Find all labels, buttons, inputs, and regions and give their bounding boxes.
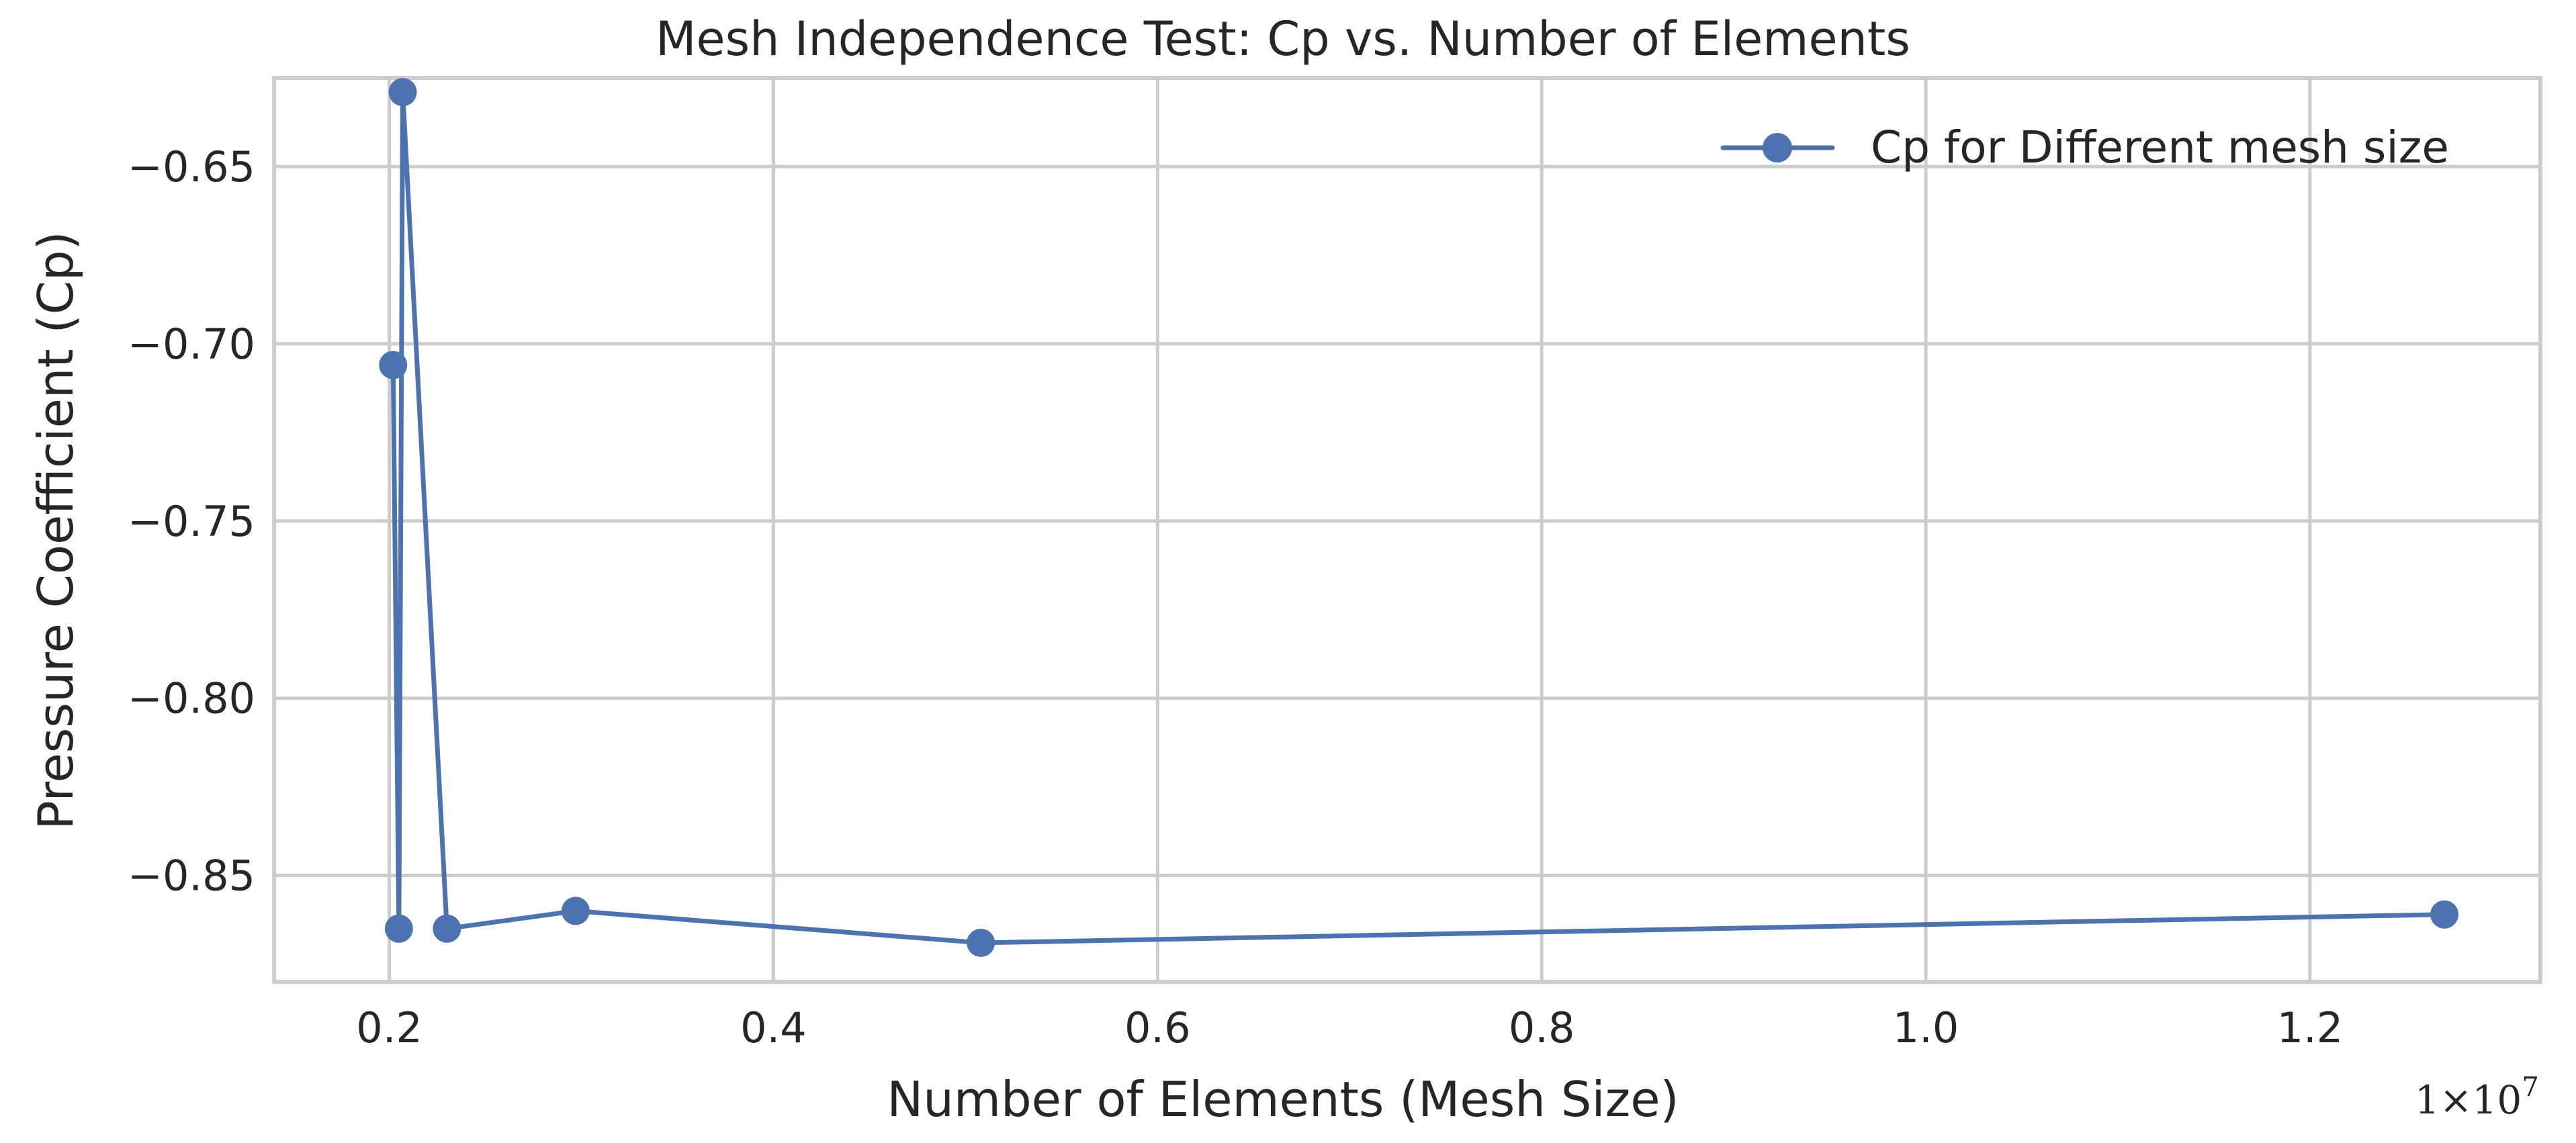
data-point	[967, 928, 995, 957]
x-tick-label: 1.0	[1893, 1003, 1959, 1052]
legend-marker-swatch	[1763, 133, 1792, 163]
chart-title: Mesh Independence Test: Cp vs. Number of…	[656, 11, 1910, 66]
y-tick-label: −0.85	[128, 852, 255, 901]
legend-label: Cp for Different mesh size	[1871, 122, 2449, 173]
x-tick-label: 0.8	[1509, 1003, 1575, 1052]
legend: Cp for Different mesh size	[1720, 122, 2449, 173]
x-tick-label: 0.4	[740, 1003, 807, 1052]
x-tick-label: 0.2	[356, 1003, 423, 1052]
y-tick-label: −0.80	[128, 674, 255, 723]
data-point	[433, 914, 461, 943]
y-tick-label: −0.65	[128, 142, 255, 191]
x-axis-offset-base: 1×10	[2415, 1077, 2522, 1123]
data-point	[384, 914, 413, 943]
x-axis-label: Number of Elements (Mesh Size)	[887, 1071, 1679, 1128]
y-tick-label: −0.70	[128, 320, 255, 369]
x-ticks: 0.2 0.4 0.6 0.8 1.0 1.2	[356, 1003, 2343, 1052]
x-tick-label: 0.6	[1124, 1003, 1191, 1052]
y-axis-label: Pressure Coefficient (Cp)	[28, 231, 84, 829]
data-point	[388, 78, 417, 107]
x-axis-offset-label: 1×107	[2415, 1072, 2539, 1123]
plot-frame	[272, 76, 2542, 984]
x-axis-offset-exponent: 7	[2522, 1072, 2538, 1103]
x-tick-label: 1.2	[2277, 1003, 2344, 1052]
data-point	[561, 897, 590, 925]
grid	[274, 78, 2540, 982]
y-tick-label: −0.75	[128, 497, 255, 546]
data-point	[379, 351, 408, 379]
data-point	[2430, 900, 2459, 929]
series-layer	[379, 78, 2459, 957]
y-ticks: −0.65 −0.70 −0.75 −0.80 −0.85	[128, 142, 255, 901]
